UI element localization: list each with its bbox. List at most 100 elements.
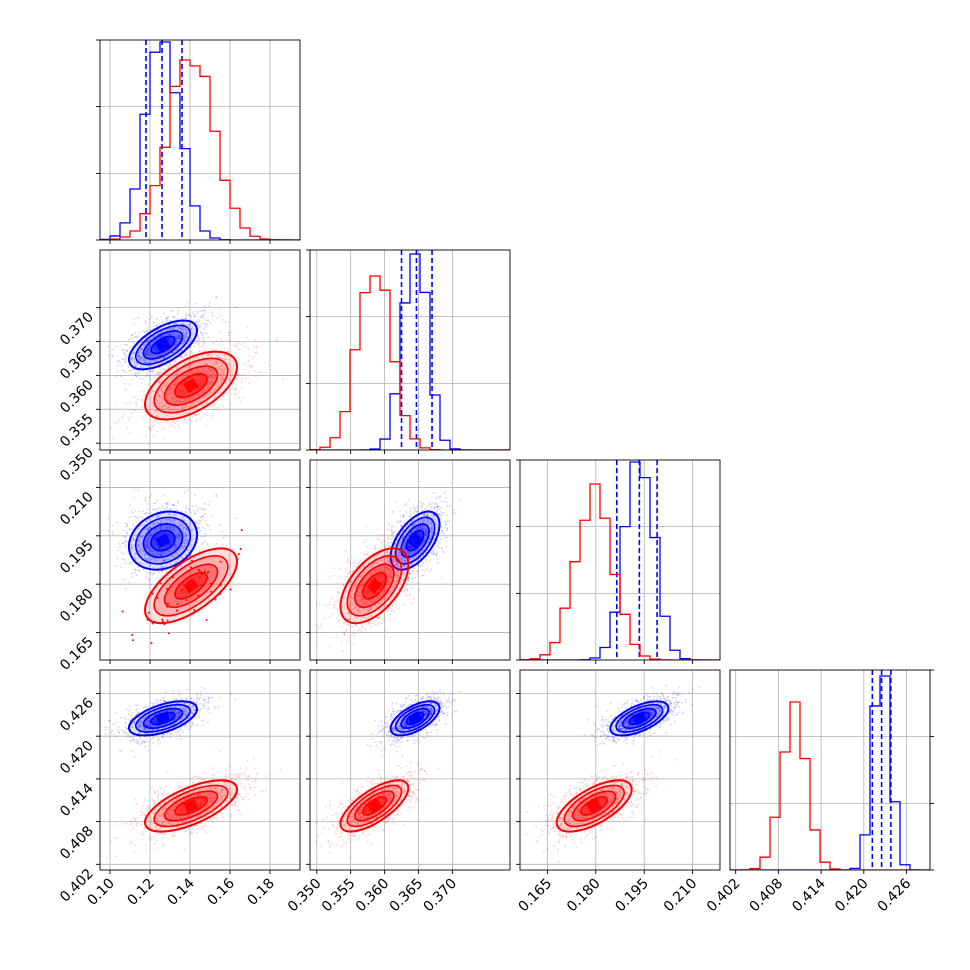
sample-point bbox=[164, 356, 167, 359]
sample-point bbox=[176, 318, 179, 321]
sample-point bbox=[165, 368, 168, 370]
sample-point bbox=[190, 315, 193, 318]
sample-point bbox=[160, 372, 162, 375]
sample-point bbox=[192, 371, 195, 373]
sample-point bbox=[186, 505, 188, 508]
sample-point bbox=[444, 523, 447, 526]
sample-point bbox=[173, 413, 176, 415]
sample-point bbox=[168, 354, 171, 357]
sample-point bbox=[197, 507, 200, 510]
sample-point bbox=[168, 518, 171, 521]
sample-point bbox=[133, 355, 136, 358]
sample-point bbox=[389, 618, 392, 620]
sample-point bbox=[421, 562, 424, 565]
sample-point bbox=[177, 335, 180, 338]
sample-point bbox=[163, 357, 166, 360]
sample-point bbox=[184, 374, 187, 377]
sample-point bbox=[204, 509, 207, 511]
sample-point bbox=[181, 327, 183, 330]
sample-point bbox=[432, 549, 435, 551]
sample-point bbox=[140, 381, 143, 384]
sample-point bbox=[211, 376, 214, 378]
sample-point bbox=[203, 342, 206, 344]
sample-point bbox=[174, 335, 177, 338]
sample-point bbox=[223, 378, 225, 380]
sample-point bbox=[445, 528, 448, 531]
sample-point bbox=[422, 502, 425, 505]
sample-point bbox=[132, 357, 135, 359]
sample-point bbox=[134, 368, 137, 371]
sample-point bbox=[173, 316, 175, 318]
sample-point bbox=[229, 588, 232, 591]
sample-point bbox=[121, 558, 124, 560]
sample-point bbox=[155, 409, 158, 412]
sample-point bbox=[124, 525, 127, 528]
sample-point bbox=[193, 403, 196, 406]
sample-point bbox=[144, 354, 147, 356]
sample-point bbox=[253, 355, 256, 358]
sample-point bbox=[226, 350, 229, 353]
sample-point bbox=[147, 340, 150, 342]
sample-point bbox=[169, 310, 172, 313]
sample-point bbox=[441, 529, 444, 532]
sample-point bbox=[195, 400, 198, 403]
sample-point bbox=[201, 322, 204, 325]
sample-point bbox=[197, 337, 200, 340]
sample-point bbox=[185, 353, 188, 356]
sample-point bbox=[190, 511, 193, 513]
sample-point bbox=[139, 535, 142, 538]
sample-point bbox=[223, 347, 226, 349]
sample-point bbox=[184, 533, 187, 536]
sample-point bbox=[221, 368, 223, 371]
sample-point bbox=[203, 328, 206, 331]
sample-point bbox=[134, 569, 137, 572]
sample-point bbox=[201, 543, 203, 546]
sample-point bbox=[210, 376, 212, 378]
sample-point bbox=[207, 354, 210, 357]
sample-point bbox=[130, 511, 133, 513]
sample-point bbox=[131, 368, 134, 371]
sample-point bbox=[151, 390, 153, 393]
sample-point bbox=[186, 404, 189, 407]
sample-point bbox=[205, 363, 208, 366]
sample-point bbox=[209, 529, 212, 531]
sample-point bbox=[124, 357, 126, 360]
sample-point bbox=[442, 511, 444, 514]
sample-point bbox=[374, 545, 377, 548]
sample-point bbox=[215, 388, 218, 391]
sample-point bbox=[126, 350, 129, 352]
sample-point bbox=[182, 329, 184, 332]
sample-point bbox=[201, 415, 204, 418]
sample-point bbox=[149, 428, 152, 431]
sample-point bbox=[188, 399, 191, 402]
sample-point bbox=[211, 515, 213, 518]
sample-point bbox=[247, 364, 249, 367]
sample-point bbox=[200, 535, 203, 538]
sample-point bbox=[131, 345, 134, 348]
sample-point bbox=[176, 399, 179, 401]
sample-point bbox=[161, 364, 163, 367]
sample-point bbox=[217, 362, 220, 365]
sample-point bbox=[137, 370, 139, 372]
sample-point bbox=[170, 334, 173, 336]
sample-point bbox=[433, 505, 436, 508]
sample-point bbox=[240, 529, 243, 532]
sample-point bbox=[190, 338, 193, 341]
sample-point bbox=[204, 305, 206, 308]
sample-point bbox=[153, 572, 156, 574]
sample-point bbox=[185, 511, 187, 514]
sample-point bbox=[424, 558, 427, 561]
sample-point bbox=[221, 530, 224, 533]
sample-point bbox=[207, 387, 209, 390]
sample-point bbox=[442, 500, 445, 503]
sample-point bbox=[249, 366, 252, 369]
sample-point bbox=[173, 397, 176, 399]
sample-point bbox=[149, 564, 152, 567]
sample-point bbox=[158, 380, 161, 383]
sample-point bbox=[407, 580, 410, 583]
sample-point bbox=[201, 317, 204, 319]
sample-point bbox=[168, 323, 171, 326]
sample-point bbox=[173, 544, 176, 547]
sample-point bbox=[150, 364, 153, 367]
sample-point bbox=[174, 322, 177, 325]
